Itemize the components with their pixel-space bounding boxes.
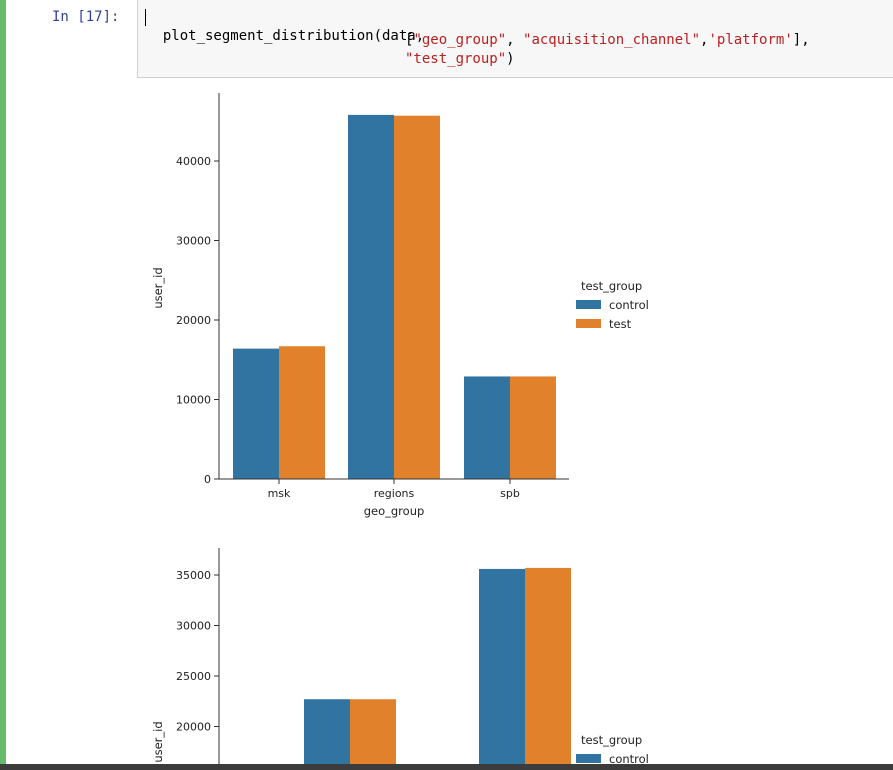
cell-selected-border (0, 0, 6, 770)
x-axis-label: geo_group (364, 504, 425, 518)
bar-group-1-test (350, 699, 396, 764)
code-call: plot_segment_distribution(data, (162, 28, 425, 44)
bar-group-1-control (304, 699, 350, 764)
y-tick-label: 35000 (176, 569, 211, 582)
bar-regions-control (348, 114, 394, 479)
legend-label-test: test (609, 317, 632, 331)
legend-label-control: control (609, 752, 649, 766)
bar-spb-test (510, 376, 556, 479)
legend-label-control: control (609, 298, 649, 312)
y-tick-label: 20000 (176, 721, 211, 734)
code-separator: , (700, 32, 709, 48)
x-tick-label: spb (500, 487, 520, 500)
y-axis-label: user_id (151, 267, 165, 308)
y-axis-label: user_id (151, 721, 165, 762)
code-string-test-group: "test_group" (405, 51, 507, 67)
y-tick-label: 20000 (176, 314, 211, 327)
y-tick-label: 10000 (176, 394, 211, 407)
code-line-1: plot_segment_distribution(data, (146, 8, 424, 46)
cell-prompt: In [17]: (52, 9, 120, 25)
legend-swatch-test (576, 319, 601, 328)
bar-group-2-test (525, 567, 571, 764)
y-tick-label: 25000 (176, 670, 211, 683)
code-separator: , (506, 32, 524, 48)
code-line-2: ["geo_group", "acquisition_channel",'pla… (405, 31, 810, 50)
y-tick-label: 40000 (176, 155, 211, 168)
legend-title: test_group (581, 279, 642, 293)
legend-title: test_group (581, 733, 642, 747)
code-bracket-open: [ (405, 32, 414, 48)
x-tick-label: regions (374, 487, 415, 500)
bar-regions-test (394, 115, 440, 479)
code-paren-close: ) (506, 51, 515, 67)
bar-msk-test (279, 346, 325, 479)
window-bottom-edge (0, 764, 893, 770)
code-string-acquisition-channel: "acquisition_channel" (523, 32, 701, 48)
bar-spb-control (464, 376, 510, 479)
code-string-geo-group: "geo_group" (413, 32, 507, 48)
y-tick-label: 0 (204, 473, 211, 486)
legend-swatch-control (576, 754, 601, 763)
bar-msk-control (233, 348, 279, 479)
code-string-platform: 'platform' (708, 32, 793, 48)
x-tick-label: msk (268, 487, 291, 500)
text-cursor (145, 9, 146, 26)
legend-swatch-control (576, 300, 601, 309)
code-bracket-close: ], (792, 32, 810, 48)
y-tick-label: 30000 (176, 235, 211, 248)
code-line-3: "test_group") (405, 50, 515, 69)
bar-group-2-control (479, 568, 525, 764)
y-tick-label: 30000 (176, 620, 211, 633)
code-input-area[interactable] (137, 0, 893, 78)
